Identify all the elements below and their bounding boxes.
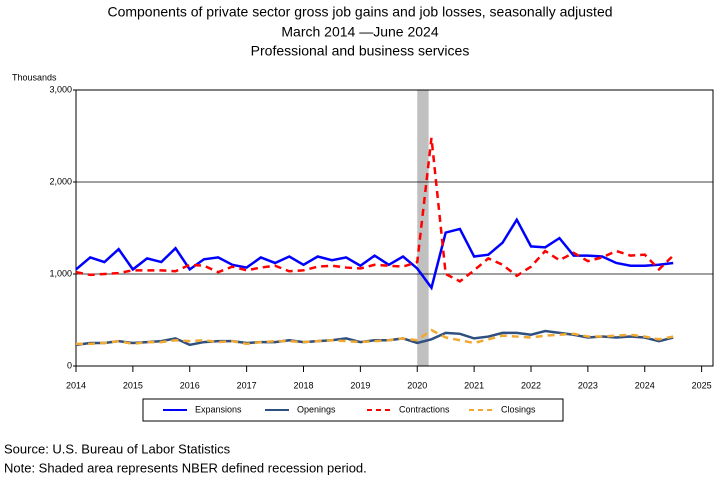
x-tick-label: 2025: [692, 380, 712, 390]
chart-title: Components of private sector gross job g…: [107, 4, 612, 20]
y-axis-label: Thousands: [12, 72, 57, 82]
x-tick-label: 2021: [464, 380, 484, 390]
series-line: [75, 137, 675, 283]
x-tick-label: 2024: [635, 380, 655, 390]
chart-subtitle: Professional and business services: [251, 43, 470, 59]
recession-note: Note: Shaded area represents NBER define…: [4, 460, 367, 475]
x-tick-label: 2023: [578, 380, 598, 390]
legend-label: Openings: [297, 404, 336, 414]
y-tick-label: 0: [67, 360, 72, 370]
y-tick-label: 2,000: [49, 176, 72, 186]
legend-label: Expansions: [195, 404, 242, 414]
chart-subtitle: March 2014 —June 2024: [281, 24, 438, 40]
recession-shade: [417, 90, 429, 366]
x-tick-label: 2014: [66, 380, 86, 390]
x-tick-label: 2019: [350, 380, 370, 390]
x-tick-label: 2020: [407, 380, 427, 390]
legend-box: [142, 398, 564, 422]
x-tick-label: 2016: [180, 380, 200, 390]
x-tick-label: 2018: [293, 380, 313, 390]
series-line: [75, 217, 674, 291]
legend-label: Contractions: [399, 404, 450, 414]
plot-frame: [75, 89, 714, 367]
x-tick-label: 2022: [521, 380, 541, 390]
series-line: [76, 328, 674, 346]
legend-label: Closings: [501, 404, 536, 414]
y-tick-label: 1,000: [49, 268, 72, 278]
y-tick-label: 3,000: [49, 84, 72, 94]
source-note: Source: U.S. Bureau of Labor Statistics: [4, 441, 231, 456]
x-tick-label: 2017: [237, 380, 257, 390]
x-tick-label: 2015: [123, 380, 143, 390]
